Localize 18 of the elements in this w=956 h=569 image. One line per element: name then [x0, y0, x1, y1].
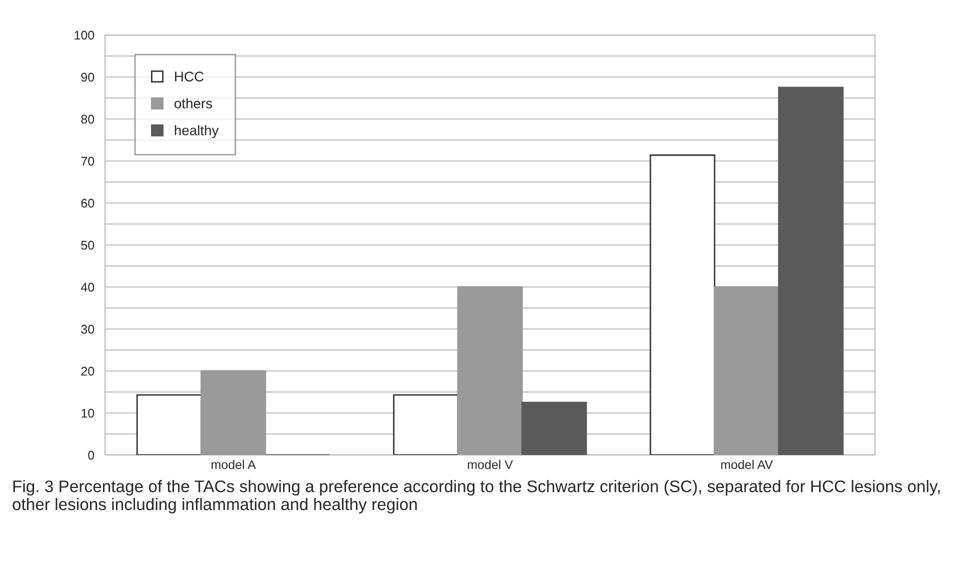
y-tick-label: 10 — [82, 408, 94, 418]
y-tick-label: 20 — [81, 366, 94, 376]
legend-label: healthy — [174, 125, 219, 138]
y-tick-label: 30 — [81, 324, 94, 334]
y-tick-label: 70 — [81, 156, 94, 166]
x-tick-label: model A — [212, 460, 256, 470]
legend-label: others — [174, 98, 212, 108]
y-tick-label: 90 — [81, 72, 94, 82]
y-tick-label: 40 — [80, 282, 94, 292]
legend-label: HCC — [175, 72, 204, 82]
y-tick-label: 50 — [81, 240, 94, 250]
x-tick-label: model AV — [721, 460, 773, 470]
y-tick-label: 100 — [74, 30, 94, 40]
caption: Fig. 3 Percentage of the TACs showing a preference according to the Schwartz criterion (SC), separated for HCC lesions only, other lesions including inflammation and healthy region — [12, 480, 940, 514]
x-tick-label: model V — [468, 460, 513, 470]
y-tick-label: 0 — [88, 450, 94, 460]
y-tick-label: 60 — [81, 198, 94, 208]
y-tick-label: 80 — [81, 114, 94, 124]
